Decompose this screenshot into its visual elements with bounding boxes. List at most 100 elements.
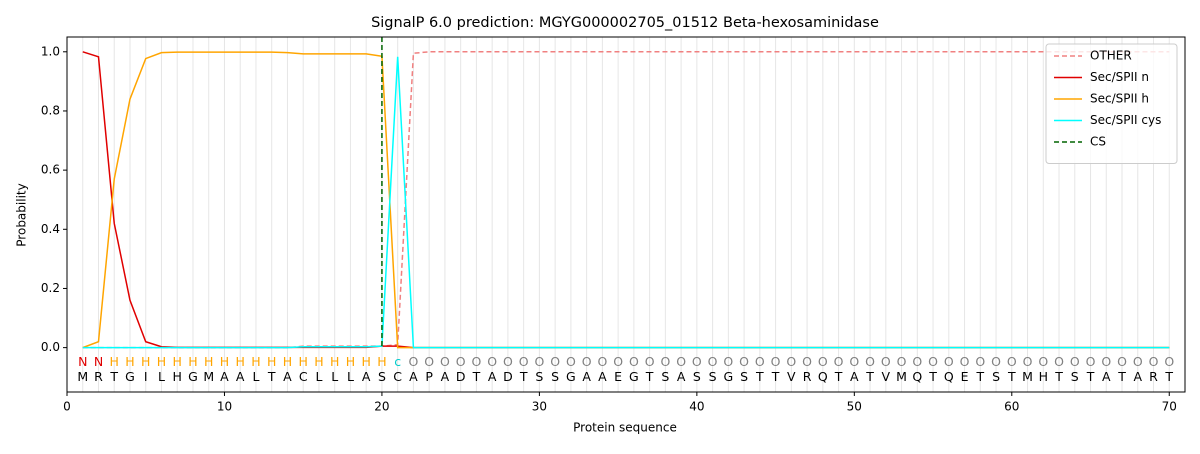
residue: T: [834, 369, 843, 384]
residue: T: [975, 369, 984, 384]
residue-label: O: [440, 354, 450, 369]
residue: V: [787, 369, 796, 384]
residue-label: O: [471, 354, 481, 369]
residue-label: H: [298, 354, 307, 369]
residue-label: H: [141, 354, 150, 369]
legend-label: OTHER: [1090, 49, 1132, 63]
residue-label: O: [834, 354, 844, 369]
residue: A: [488, 369, 497, 384]
residue: T: [1054, 369, 1063, 384]
residue: R: [1149, 369, 1158, 384]
residue-label: O: [912, 354, 922, 369]
residue-label: O: [597, 354, 607, 369]
plot-frame: [66, 36, 1186, 393]
residue-label: O: [755, 354, 765, 369]
residue: A: [1133, 369, 1142, 384]
x-tick-label: 30: [532, 400, 547, 414]
residue-label: O: [865, 354, 875, 369]
residue: H: [1039, 369, 1048, 384]
residue-label: O: [1133, 354, 1143, 369]
y-tick-label: 0.4: [41, 222, 60, 236]
legend-label: CS: [1090, 135, 1106, 149]
y-tick-label: 1.0: [41, 44, 60, 58]
residue-label: O: [771, 354, 781, 369]
residue-label: N: [78, 354, 87, 369]
residue: C: [299, 369, 308, 384]
residue: A: [236, 369, 245, 384]
residue: T: [928, 369, 937, 384]
residue-label: O: [692, 354, 702, 369]
legend: OTHER Sec/SPII n Sec/SPII h Sec/SPII cys CS: [1045, 43, 1178, 164]
residue: S: [693, 369, 701, 384]
residue-label: O: [1117, 354, 1127, 369]
residue-label: H: [110, 354, 119, 369]
residue: G: [629, 369, 639, 384]
residue: S: [740, 369, 748, 384]
residue-label: O: [1101, 354, 1111, 369]
residue: T: [1086, 369, 1095, 384]
residue-label: O: [1038, 354, 1048, 369]
residue: A: [283, 369, 292, 384]
residue: M: [77, 369, 88, 384]
residue-label: O: [566, 354, 576, 369]
residue: T: [472, 369, 481, 384]
residue-label: H: [283, 354, 292, 369]
residue-label: O: [1023, 354, 1033, 369]
residue-label: H: [188, 354, 197, 369]
residue-label: O: [928, 354, 938, 369]
residue: M: [203, 369, 214, 384]
y-tick-label: 0.2: [41, 281, 60, 295]
residue: G: [724, 369, 734, 384]
y-tick-label: 0.6: [41, 163, 60, 177]
residue-label: O: [660, 354, 670, 369]
residue: L: [158, 369, 165, 384]
legend-label: Sec/SPII cys: [1090, 113, 1161, 127]
residue-label: O: [1149, 354, 1159, 369]
residue-label: O: [818, 354, 828, 369]
residue: A: [409, 369, 418, 384]
x-tick-label: 50: [847, 400, 862, 414]
residue: H: [173, 369, 182, 384]
legend-box: [1045, 43, 1178, 164]
residue-label: O: [723, 354, 733, 369]
residue-label: O: [1164, 354, 1174, 369]
x-tick-label: 10: [217, 400, 232, 414]
residue-label: O: [582, 354, 592, 369]
residue-label: H: [314, 354, 323, 369]
residue-label: O: [881, 354, 891, 369]
residue: R: [94, 369, 103, 384]
residue: L: [347, 369, 354, 384]
x-tick-label: 40: [689, 400, 704, 414]
residue: A: [598, 369, 607, 384]
residue: T: [267, 369, 276, 384]
residue: L: [315, 369, 322, 384]
y-tick-label: 0.0: [41, 340, 60, 354]
residue-label: O: [409, 354, 419, 369]
residue: G: [566, 369, 576, 384]
legend-label: Sec/SPII n: [1090, 70, 1149, 84]
sequence: NMNRHTHGHIHLHHHGHMHAHAHLHTHAHCHLHLHLHAHS…: [77, 354, 1174, 384]
residue: D: [456, 369, 466, 384]
residue: T: [1007, 369, 1016, 384]
residue-label: O: [739, 354, 749, 369]
residue: A: [850, 369, 859, 384]
residue: Q: [944, 369, 954, 384]
residue-label: H: [173, 354, 182, 369]
residue: R: [803, 369, 812, 384]
residue-label: O: [1070, 354, 1080, 369]
legend-label: Sec/SPII h: [1090, 92, 1149, 106]
series-line: [82, 51, 1170, 349]
x-tick-label: 70: [1162, 400, 1177, 414]
residue-label: O: [534, 354, 544, 369]
residue-label: O: [960, 354, 970, 369]
residue-label: H: [267, 354, 276, 369]
residue: T: [645, 369, 654, 384]
residue: A: [362, 369, 371, 384]
residue: T: [771, 369, 780, 384]
residue: T: [1117, 369, 1126, 384]
residue-label: O: [550, 354, 560, 369]
x-tick-label: 60: [1004, 400, 1019, 414]
y-axis-label: Probability: [15, 183, 29, 246]
residue-label: O: [1086, 354, 1096, 369]
